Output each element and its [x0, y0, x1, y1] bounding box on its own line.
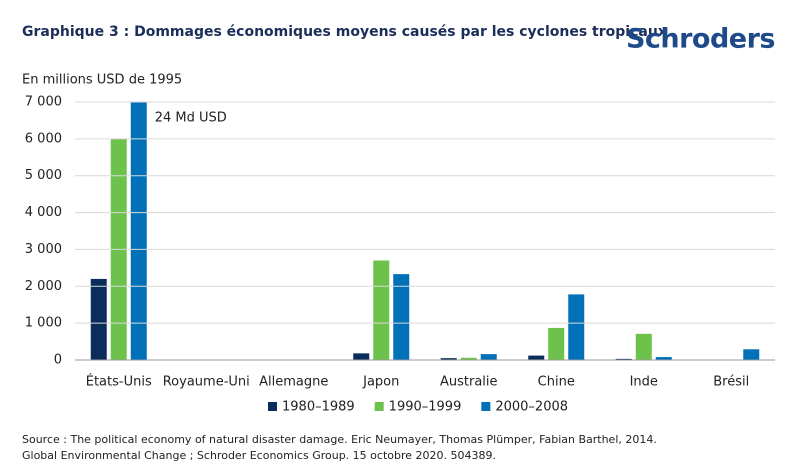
- y-tick-label: 4 000: [25, 205, 62, 220]
- logo: Schroders: [626, 24, 775, 55]
- bar: [615, 358, 632, 360]
- bar: [440, 358, 457, 360]
- bar: [353, 353, 370, 360]
- plot-area: [90, 102, 760, 360]
- x-tick-label: Japon: [362, 375, 399, 390]
- source: Source : The political economy of natura…: [22, 433, 657, 446]
- y-tick-label: 5 000: [25, 168, 62, 183]
- bar: [568, 294, 585, 360]
- x-tick-label: Chine: [538, 375, 575, 390]
- annotation: 24 Md USD: [155, 111, 227, 126]
- legend-swatch: [268, 402, 277, 411]
- legend-label: 2000–2008: [495, 400, 568, 415]
- y-tick-label: 2 000: [25, 279, 62, 294]
- y-tick-label: 3 000: [25, 242, 62, 257]
- bar: [90, 278, 107, 360]
- bar: [460, 357, 477, 360]
- legend-label: 1980–1989: [282, 400, 355, 415]
- y-axis-label: En millions USD de 1995: [22, 73, 182, 88]
- x-tick-label: Allemagne: [259, 375, 328, 390]
- bar: [743, 349, 760, 360]
- legend-swatch: [374, 402, 384, 411]
- x-tick-label: États-Unis: [86, 374, 152, 390]
- legend-swatch: [481, 402, 491, 411]
- bar: [528, 355, 545, 360]
- chart-title: Graphique 3 : Dommages économiques moyen…: [22, 24, 667, 40]
- bar: [480, 354, 497, 360]
- x-tick-label: Brésil: [713, 375, 749, 390]
- bar: [635, 333, 652, 360]
- x-tick-label: Australie: [440, 375, 498, 390]
- bar: [373, 260, 390, 360]
- y-tick-label: 7 000: [25, 95, 62, 110]
- y-tick-label: 1 000: [25, 316, 62, 331]
- bar: [393, 274, 410, 360]
- y-tick-label: 0: [54, 353, 62, 368]
- x-tick-label: Royaume-Uni: [163, 375, 250, 390]
- legend-label: 1990–1999: [389, 400, 462, 415]
- bar: [548, 327, 565, 360]
- source: Global Environmental Change ; Schroder E…: [22, 449, 496, 462]
- y-tick-label: 6 000: [25, 131, 62, 146]
- x-tick-label: Inde: [630, 375, 658, 390]
- bar: [655, 357, 672, 360]
- bar: [130, 102, 147, 360]
